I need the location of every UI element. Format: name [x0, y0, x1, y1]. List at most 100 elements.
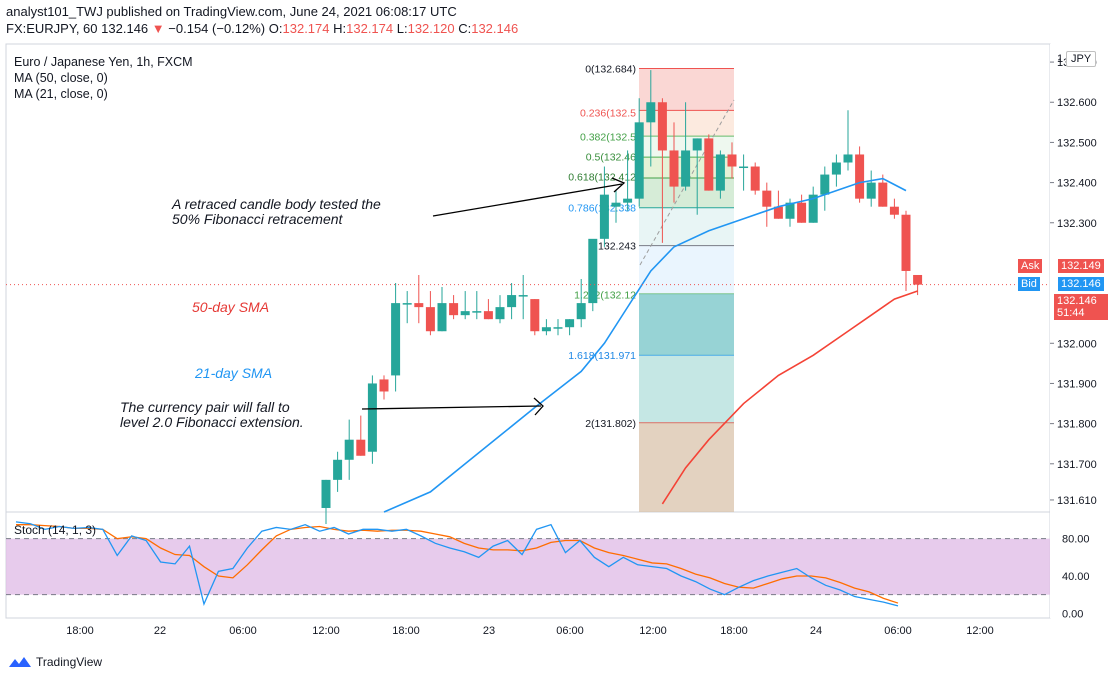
y-tick-label: 131.900: [1057, 378, 1097, 390]
candle-body: [356, 439, 366, 456]
candle-body: [727, 154, 737, 167]
candle-body: [739, 166, 749, 169]
open-label: O:: [268, 21, 283, 36]
fib-level-label: 1.618(131.971: [568, 350, 636, 362]
candle-body: [333, 459, 343, 480]
candle-body: [646, 102, 656, 123]
y-tick-label: 132.600: [1057, 97, 1097, 109]
x-tick-label: 24: [810, 625, 822, 637]
candle-body: [518, 295, 528, 297]
x-tick-label: 06:00: [884, 625, 912, 637]
x-tick-label: 22: [154, 625, 166, 637]
stoch-d-line: [16, 524, 899, 604]
candle-body: [507, 295, 517, 308]
x-tick-label: 18:00: [720, 625, 748, 637]
bid-price: 132.146: [1058, 277, 1104, 291]
fib-level-label: 0.5(132.46: [586, 151, 636, 163]
ask-label: Ask: [1018, 259, 1043, 273]
y-tick-label: 132.500: [1057, 137, 1097, 149]
candle-body: [669, 150, 679, 187]
publisher-line: analyst101_TWJ published on TradingView.…: [6, 4, 457, 19]
stoch-band: [6, 538, 1050, 595]
candle-body: [634, 122, 644, 199]
stoch-tick-label: 40.00: [1062, 571, 1090, 583]
y-tick-label: 132.400: [1057, 178, 1097, 190]
annotation-sma50: 50-day SMA: [192, 299, 269, 315]
fib-zone-1618: [639, 293, 734, 356]
candle-body: [460, 311, 470, 316]
annotation-arrowhead: [533, 397, 544, 416]
low-value: 132.120: [407, 21, 455, 36]
fib-level-label: 132.243: [598, 241, 636, 253]
candle-body: [797, 202, 807, 223]
candle-body: [449, 303, 459, 316]
candle-body: [391, 303, 401, 376]
candle-body: [715, 154, 725, 191]
y-tick-label: 132.000: [1057, 338, 1097, 350]
x-tick-label: 12:00: [639, 625, 667, 637]
tradingview-brand: TradingView: [36, 655, 103, 669]
candle-body: [530, 299, 540, 332]
y-tick-label: 132.300: [1057, 218, 1097, 230]
stoch-k-line: [15, 521, 899, 607]
y-tick-label: 131.700: [1057, 459, 1097, 471]
candle-body: [588, 238, 598, 304]
candle-body: [553, 327, 563, 329]
candle-body: [495, 307, 505, 320]
annotation-arrowhead: [611, 177, 626, 193]
legend-title[interactable]: Euro / Japanese Yen, 1h, FXCM: [14, 55, 193, 69]
x-tick-label: 23: [483, 625, 495, 637]
bid-label: Bid: [1018, 277, 1040, 291]
tradingview-logo-icon: [9, 657, 31, 667]
candle-body: [472, 311, 482, 313]
tradingview-footer[interactable]: TradingView: [8, 655, 102, 669]
price-change: −0.154 (−0.12%): [168, 21, 266, 36]
legend-ma50[interactable]: MA (50, close, 0): [14, 71, 108, 85]
candle-body: [843, 154, 853, 163]
down-arrow-icon: ▼: [151, 21, 165, 36]
stoch-tick-label: 80.00: [1062, 534, 1090, 546]
annotation-fall: The currency pair will fall to: [120, 399, 290, 415]
close-label: C:: [458, 21, 472, 36]
candle-body: [704, 138, 714, 191]
annotation-fall: level 2.0 Fibonacci extension.: [120, 414, 304, 430]
annotation-retrace: A retraced candle body tested the: [171, 196, 381, 212]
symbol-label: FX:EURJPY, 60: [6, 21, 98, 36]
candle-body: [866, 182, 876, 199]
fib-level-label: 0.382(132.5: [580, 131, 636, 143]
annotation-retrace: 50% Fibonacci retracement: [172, 211, 344, 227]
candle-body: [599, 194, 609, 239]
candle-body: [750, 166, 760, 191]
last-price-tag: 132.146 51:44: [1054, 294, 1108, 320]
candle-body: [855, 154, 865, 199]
bar-countdown: 51:44: [1057, 307, 1085, 319]
x-tick-label: 06:00: [556, 625, 584, 637]
fib-zone: [639, 245, 734, 294]
high-value: 132.174: [346, 21, 394, 36]
legend-ma21[interactable]: MA (21, close, 0): [14, 87, 108, 101]
candle-body: [831, 162, 841, 175]
open-value: 132.174: [282, 21, 330, 36]
high-label: H:: [333, 21, 347, 36]
candle-body: [657, 102, 667, 151]
currency-badge[interactable]: JPY: [1066, 51, 1097, 67]
x-tick-label: 12:00: [312, 625, 340, 637]
annotation-arrow: [361, 405, 542, 410]
ma21-line: [383, 177, 907, 513]
fib-level-label: 0(132.684): [585, 64, 636, 76]
close-value: 132.146: [471, 21, 519, 36]
candle-body: [878, 182, 888, 207]
stoch-tick-label: 0.00: [1062, 608, 1083, 620]
low-label: L:: [396, 21, 408, 36]
candle-body: [565, 319, 575, 328]
candle-body: [889, 206, 899, 215]
fib-zone: [639, 355, 734, 423]
x-tick-label: 06:00: [229, 625, 257, 637]
candle-body: [541, 327, 551, 332]
y-tick-label: 1: [1057, 53, 1063, 65]
annotation-sma21: 21-day SMA: [194, 365, 272, 381]
stoch-legend[interactable]: Stoch (14, 1, 3): [14, 523, 97, 537]
candle-body: [773, 206, 783, 219]
candle-body: [344, 439, 354, 460]
